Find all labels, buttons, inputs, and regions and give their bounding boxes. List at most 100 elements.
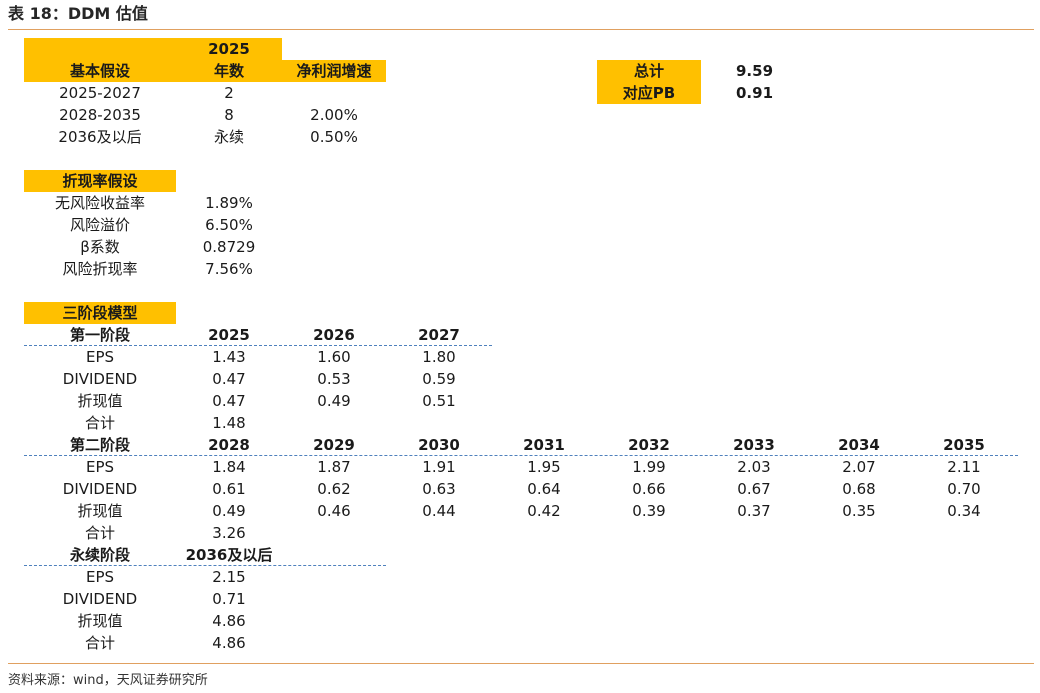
summary-pb-label: 对应PB [622,84,676,102]
stage3-row-label: 折现值 [77,612,123,630]
growth-header-period: 基本假设 [69,62,130,80]
stage2-cell: 0.67 [737,480,771,498]
stage2-cell: 0.66 [632,480,666,498]
stage1-cell: 1.80 [422,348,456,366]
discount-header: 折现率假设 [62,172,138,190]
growth-row-rate [282,82,386,104]
stage2-cell: 0.44 [422,502,456,520]
stage3-row-label: 合计 [84,634,115,652]
stage2-year: 2033 [733,436,775,454]
stage2-cell: 1.91 [422,458,456,476]
stage2-cell: 0.70 [947,480,981,498]
stage2-cell: 0.37 [737,502,771,520]
stage3-cell: 4.86 [212,634,246,652]
stage2-cell: 2.07 [842,458,876,476]
stage2-cell: 0.68 [842,480,876,498]
stage2-year: 2035 [943,436,985,454]
stage1-cell: 0.49 [317,392,351,410]
discount-row-value: 1.89% [205,194,253,212]
stage2-row-label: EPS [85,458,115,476]
summary-total-value: 9.59 [736,62,774,80]
stage2-cell: 0.61 [212,480,246,498]
growth-header-years: 年数 [213,62,244,80]
discount-row-value: 7.56% [205,260,253,278]
stage2-cell: 1.84 [212,458,246,476]
stage1-year: 2027 [418,326,460,344]
discount-row-label: 风险折现率 [62,260,138,278]
growth-header-growth: 净利润增速 [296,62,372,80]
stage2-cell: 0.39 [632,502,666,520]
stage2-cell: 1.95 [527,458,561,476]
growth-row-period: 2036及以后 [58,128,142,146]
stage2-year: 2030 [418,436,460,454]
growth-year-top: 2025 [208,40,250,58]
stage1-cell: 1.60 [317,348,351,366]
stage2-cell: 0.34 [947,502,981,520]
growth-row-years: 2 [224,84,234,102]
stage1-row-label: EPS [85,348,115,366]
growth-row-rate: 2.00% [310,106,358,124]
stage2-year: 2031 [523,436,565,454]
stage2-cell: 0.64 [527,480,561,498]
summary-label-bg [597,60,701,104]
stage2-label: 第二阶段 [69,436,130,454]
top-rule [8,29,1034,30]
discount-row-label: 风险溢价 [69,216,130,234]
stage1-year: 2025 [208,326,250,344]
stage2-divider [24,455,1018,456]
stage2-cell: 0.42 [527,502,561,520]
stage1-cell: 0.47 [212,370,246,388]
bottom-rule [8,663,1034,664]
stage2-cell: 2.03 [737,458,771,476]
stage1-cell: 0.51 [422,392,456,410]
growth-col-header-bg [282,60,386,82]
growth-row-period: 2028-2035 [59,106,141,124]
growth-header-bg [24,38,282,82]
growth-row-years: 8 [224,106,234,124]
stage3-row-label: EPS [85,568,115,586]
stage2-cell: 0.46 [317,502,351,520]
stage1-row-label: DIVIDEND [62,370,138,388]
stage2-year: 2034 [838,436,880,454]
summary-pb-value: 0.91 [736,84,774,102]
stage1-cell: 1.48 [212,414,246,432]
stage1-cell: 0.47 [212,392,246,410]
stage2-cell: 0.49 [212,502,246,520]
stage1-year: 2026 [313,326,355,344]
stage3-year: 2036及以后 [185,546,273,564]
discount-header-bg [24,170,176,192]
stage2-cell: 0.35 [842,502,876,520]
stage1-cell: 1.43 [212,348,246,366]
growth-row-rate: 0.50% [310,128,358,146]
stage2-cell: 0.63 [422,480,456,498]
stage2-row-label: 折现值 [77,502,123,520]
stage2-cell: 2.11 [947,458,981,476]
stage1-cell: 0.53 [317,370,351,388]
stage2-cell: 3.26 [212,524,246,542]
stage2-row-label: DIVIDEND [62,480,138,498]
summary-total-label: 总计 [633,62,664,80]
model-header-bg [24,302,176,324]
stage3-row-label: DIVIDEND [62,590,138,608]
stage3-cell: 4.86 [212,612,246,630]
stage3-cell: 0.71 [212,590,246,608]
growth-row-years: 永续 [213,128,244,146]
stage2-year: 2028 [208,436,250,454]
stage1-row-label: 折现值 [77,392,123,410]
stage3-cell: 2.15 [212,568,246,586]
stage1-cell: 0.59 [422,370,456,388]
stage2-cell: 1.99 [632,458,666,476]
source-note: 资料来源：wind，天风证券研究所 [8,673,208,688]
model-header: 三阶段模型 [62,304,138,322]
stage1-label: 第一阶段 [69,326,130,344]
discount-row-value: 0.8729 [202,238,256,256]
stage2-year: 2029 [313,436,355,454]
stage3-label: 永续阶段 [69,546,130,564]
stage1-row-label: 合计 [84,414,115,432]
stage2-row-label: 合计 [84,524,115,542]
discount-row-label: β系数 [80,238,120,256]
page-title: 表 18：DDM 估值 [8,4,148,23]
growth-row-period: 2025-2027 [59,84,141,102]
discount-row-label: 无风险收益率 [54,194,145,212]
stage2-cell: 1.87 [317,458,351,476]
